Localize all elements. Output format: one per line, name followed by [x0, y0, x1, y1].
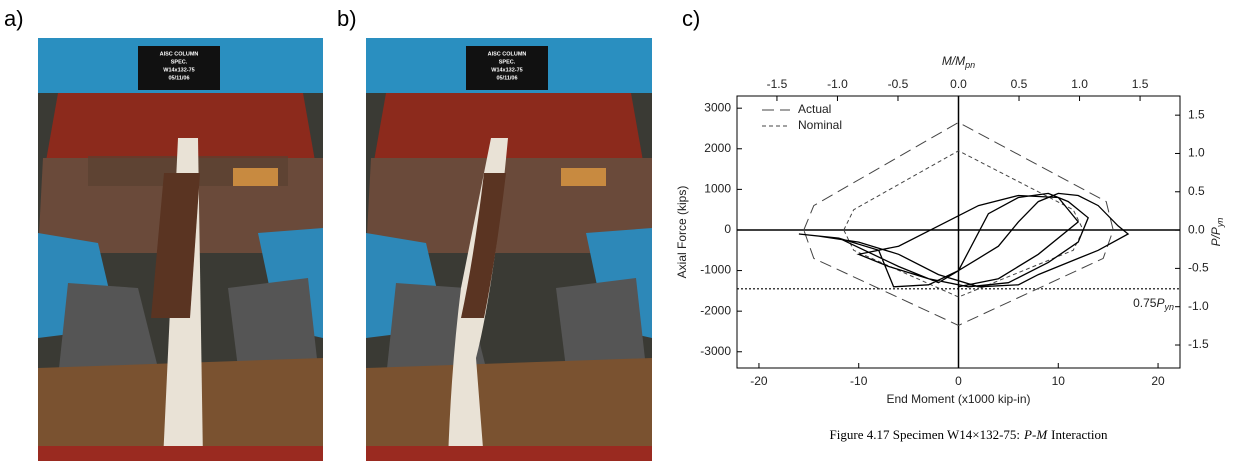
x-tick-label: -10: [850, 374, 868, 388]
x2-tick-label: 1.0: [1071, 77, 1088, 91]
y-axis-label: Axial Force (kips): [675, 186, 689, 279]
panel-label: a): [4, 6, 24, 31]
y2-axis-label-part: yn: [1215, 218, 1225, 229]
x-tick-label: 0: [955, 374, 962, 388]
reference-label-part: 0.75: [1133, 296, 1157, 310]
y2-tick-label: 1.5: [1188, 107, 1205, 121]
sign-text: AISC COLUMN: [488, 51, 527, 57]
y2-tick-label: 1.0: [1188, 146, 1205, 160]
y-tick-label: -2000: [700, 303, 731, 317]
caption-part: Figure 4.17 Specimen W14×132-75:: [830, 427, 1021, 442]
y-tick-label: 1000: [704, 182, 731, 196]
legend-label: Actual: [798, 102, 831, 116]
x2-axis-label-part: pn: [964, 60, 975, 70]
series-line: [844, 151, 1083, 297]
x2-tick-label: -1.0: [827, 77, 848, 91]
sign-text: W14x132-75: [163, 67, 195, 73]
caption-part: Interaction: [1051, 427, 1108, 442]
y2-tick-label: 0.0: [1188, 222, 1205, 236]
photo: AISC COLUMN SPEC. W14x132-75 05/11/06: [366, 38, 652, 461]
y-tick-label: 2000: [704, 141, 731, 155]
reference-label-part: yn: [1163, 302, 1174, 312]
sign-text: 05/11/06: [496, 75, 517, 81]
x2-axis-label-part: M/M: [942, 54, 965, 68]
x2-tick-label: 1.5: [1132, 77, 1149, 91]
panel-label: b): [337, 6, 357, 31]
chart: -20 -10 0 10 20 -3000 -2000 -1000 0 1000 2000 3000 -…: [675, 54, 1225, 442]
photo: AISC COLUMN SPEC. W14x132-75 05/11/06: [38, 38, 323, 461]
x2-axis-label: M/Mpn: [942, 54, 975, 70]
reference-label-part: P: [1156, 296, 1164, 310]
y-tick-label: 0: [724, 222, 731, 236]
y2-tick-label: -1.0: [1188, 299, 1209, 313]
caption-part: P-M: [1023, 427, 1048, 442]
sign-text: SPEC.: [499, 59, 516, 65]
y2-axis-label-part: P/P: [1209, 227, 1223, 246]
x-axis-label: End Moment (x1000 kip-in): [886, 392, 1030, 406]
y-tick-label: 3000: [704, 100, 731, 114]
x2-tick-label: -0.5: [888, 77, 909, 91]
sign-text: AISC COLUMN: [160, 51, 199, 57]
y2-tick-label: -1.5: [1188, 337, 1209, 351]
series-line: [799, 193, 1128, 286]
legend-label: Nominal: [798, 118, 842, 132]
figure: a) b) c) AISC COLUMN SPEC. W14x132-75 05…: [0, 0, 1233, 461]
x2-tick-label: 0.5: [1011, 77, 1028, 91]
y2-tick-label: 0.5: [1188, 184, 1205, 198]
panel-label: c): [682, 6, 700, 31]
x-tick-label: 10: [1052, 374, 1066, 388]
x2-tick-label: 0.0: [950, 77, 967, 91]
sign-text: 05/11/06: [168, 75, 189, 81]
x-tick-label: 20: [1151, 374, 1165, 388]
x-tick-label: -20: [750, 374, 768, 388]
reference-label: 0.75Pyn: [1133, 296, 1174, 312]
y2-tick-label: -0.5: [1188, 261, 1209, 275]
x2-tick-label: -1.5: [767, 77, 788, 91]
y-tick-label: -3000: [700, 344, 731, 358]
sign-text: SPEC.: [171, 59, 188, 65]
sign-text: W14x132-75: [491, 67, 523, 73]
y-tick-label: -1000: [700, 263, 731, 277]
y2-axis-label: P/Pyn: [1209, 218, 1225, 247]
